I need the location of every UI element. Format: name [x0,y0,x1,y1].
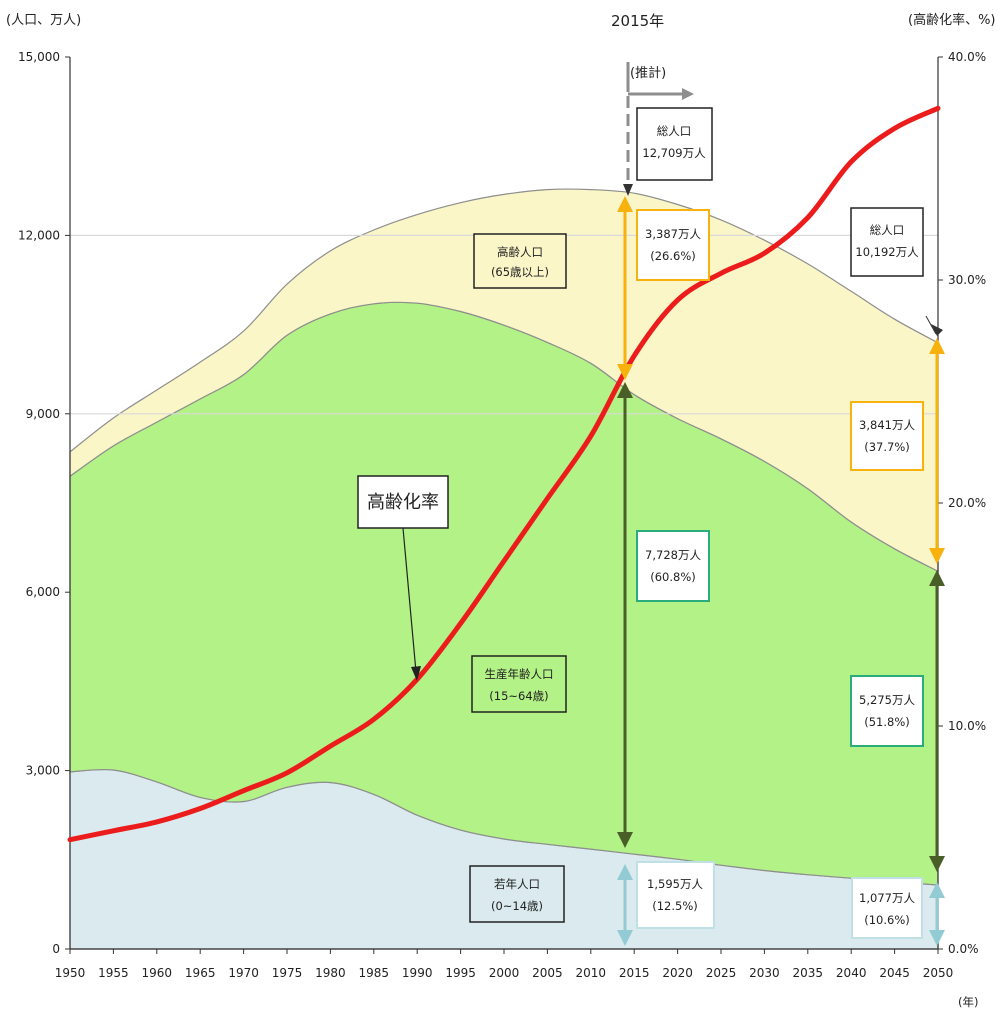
young-2050-value: 1,077万人 (10.6%) [851,877,923,939]
working-area-label: 生産年齢人口 (15~64歳) [471,655,567,713]
x-tick-label: 1950 [55,966,86,980]
aging-rate-label: 高齢化率 [357,475,449,681]
svg-text:(26.6%): (26.6%) [650,249,696,263]
x-tick-label: 2005 [532,966,563,980]
projection-label: (推計) [630,65,666,81]
young-area-label: 若年人口 (0~14歳) [469,865,565,923]
projection-arrow-head [682,88,694,100]
x-tick-label: 2035 [793,966,824,980]
x-tick-label: 2025 [706,966,737,980]
elderly-area-label: 高齢人口 (65歳以上) [473,233,567,289]
chart-title: 2015年 [611,12,664,30]
arrow-elderly-2015 [617,196,633,380]
x-tick-label: 2045 [879,966,910,980]
svg-text:総人口: 総人口 [657,124,692,138]
svg-text:(15~64歳): (15~64歳) [489,689,548,703]
svg-text:(51.8%): (51.8%) [864,715,910,729]
x-tick-label: 1980 [315,966,346,980]
aging-rate-line [67,105,941,843]
left-tick-label: 15,000 [18,50,60,64]
x-tick-label: 1990 [402,966,433,980]
svg-text:(60.8%): (60.8%) [650,570,696,584]
left-axis-title: (人口、万人) [6,13,81,28]
svg-text:総人口: 総人口 [870,223,905,237]
svg-text:高齢人口: 高齢人口 [497,245,543,259]
svg-text:(37.7%): (37.7%) [864,440,910,454]
x-tick-label: 1955 [98,966,129,980]
x-tick-label: 1970 [228,966,259,980]
svg-text:5,275万人: 5,275万人 [859,693,915,707]
arrow-working-2050 [929,570,945,872]
arrow-working-2015 [617,382,633,848]
left-tick-label: 6,000 [26,585,60,599]
svg-text:12,709万人: 12,709万人 [642,146,706,160]
arrow-young-2050 [929,882,945,946]
arrow-elderly-2050 [929,338,945,564]
total-2015-pointer [623,184,633,196]
svg-text:(12.5%): (12.5%) [652,899,698,913]
total-2015-label: 総人口 12,709万人 [636,107,713,181]
right-tick-label: 40.0% [948,50,986,64]
total-2050-pointer [931,324,943,336]
svg-text:1,077万人: 1,077万人 [859,891,915,905]
right-axis-title: (高齢化率、%) [908,12,996,28]
x-tick-label: 1995 [445,966,476,980]
young-2015-value: 1,595万人 (12.5%) [636,861,715,929]
x-tick-label: 2010 [576,966,607,980]
svg-text:(65歳以上): (65歳以上) [491,265,549,279]
right-tick-label: 20.0% [948,496,986,510]
svg-text:(10.6%): (10.6%) [864,913,910,927]
working-2015-value: 7,728万人 (60.8%) [636,530,710,602]
x-tick-label: 2030 [749,966,780,980]
svg-text:3,841万人: 3,841万人 [859,418,915,432]
svg-text:7,728万人: 7,728万人 [645,548,701,562]
svg-text:1,595万人: 1,595万人 [647,877,703,891]
left-tick-label: 0 [52,942,60,956]
x-tick-label: 1960 [142,966,173,980]
right-tick-label: 10.0% [948,719,986,733]
svg-text:10,192万人: 10,192万人 [855,245,919,259]
total-2050-label: 総人口 10,192万人 [850,207,924,277]
axis-ticks: 0 3,000 6,000 9,000 12,000 15,000 0.0% 10.0% 20.… [18,50,986,980]
x-tick-label: 2000 [489,966,520,980]
right-tick-label: 30.0% [948,273,986,287]
svg-text:(0~14歳): (0~14歳) [491,899,543,913]
working-2050-value: 5,275万人 (51.8%) [850,675,924,747]
x-tick-label: 2040 [836,966,867,980]
x-tick-label: 2015 [619,966,650,980]
x-tick-label: 1965 [185,966,216,980]
x-tick-label: 1975 [272,966,303,980]
svg-text:高齢化率: 高齢化率 [367,492,439,513]
x-tick-label: 2020 [662,966,693,980]
svg-text:若年人口: 若年人口 [494,877,540,891]
x-tick-label: 1985 [359,966,390,980]
x-tick-label: 2050 [923,966,954,980]
elderly-2050-value: 3,841万人 (37.7%) [850,401,924,471]
elderly-2015-value: 3,387万人 (26.6%) [636,209,710,281]
right-tick-label: 0.0% [948,942,979,956]
svg-text:3,387万人: 3,387万人 [645,227,701,241]
left-tick-label: 9,000 [26,407,60,421]
total-2050-pointer-line [925,315,937,335]
left-tick-label: 3,000 [26,764,60,778]
x-axis-title: (年) [958,995,978,1009]
left-tick-label: 12,000 [18,228,60,242]
svg-text:生産年齢人口: 生産年齢人口 [485,667,554,681]
arrow-young-2015 [617,864,633,946]
